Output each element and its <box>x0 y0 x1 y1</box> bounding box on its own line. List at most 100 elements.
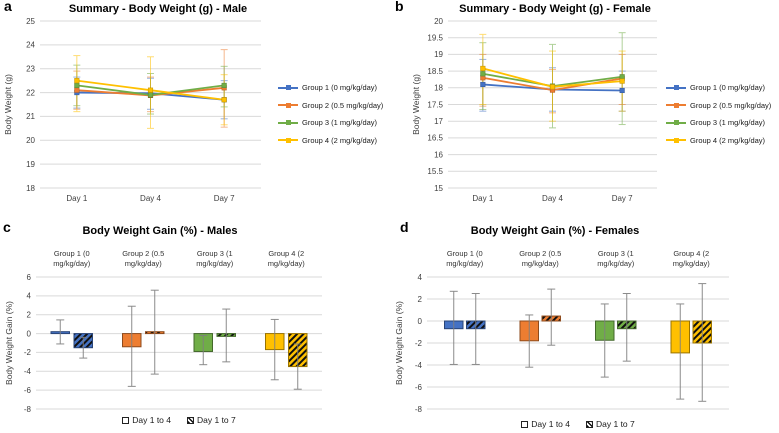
group-label: Group 4 (2 mg/kg/day) <box>672 249 710 268</box>
svg-text:Body Weight (g): Body Weight (g) <box>411 74 421 135</box>
svg-text:15: 15 <box>434 184 443 193</box>
svg-text:6: 6 <box>27 273 32 282</box>
svg-text:2: 2 <box>27 311 32 320</box>
chart-title-d: Body Weight Gain (%) - Females <box>470 225 640 237</box>
svg-text:23: 23 <box>26 65 35 74</box>
legend-label: Group 1 (0 mg/kg/day) <box>690 83 766 93</box>
panel-d: d Body Weight Gain (%) - Females 4 2 0 -2 -4… <box>389 216 779 433</box>
line-chart-female: 20 19.5 19 18.5 18 17.5 17 16.5 16 15.5 15 Body Wei… <box>411 17 657 203</box>
svg-text:-8: -8 <box>415 405 423 414</box>
svg-text:Day 4: Day 4 <box>542 194 563 203</box>
bar-chart-females: 4 2 0 -2 -4 -6 -8 Body Weight Gain (%) <box>394 273 729 414</box>
legend-item: Group 1 (0 mg/kg/day) <box>666 79 771 97</box>
legend-item: Day 1 to 4 <box>521 419 570 429</box>
group-label: Group 1 (0 mg/kg/day) <box>446 249 484 268</box>
legend-label: Group 4 (2 mg/kg/day) <box>302 135 378 145</box>
series-marker-icon <box>666 137 686 143</box>
legend-item: Day 1 to 4 <box>122 415 171 425</box>
svg-text:18: 18 <box>434 84 443 93</box>
panel-c: c Body Weight Gain (%) - Males 6 4 2 0 -2 -4 -… <box>0 216 390 433</box>
bar-chart-males: 6 4 2 0 -2 -4 -6 -8 Body Weight Gain (%) <box>4 273 322 414</box>
svg-text:-6: -6 <box>24 386 32 395</box>
svg-text:Day 1: Day 1 <box>472 194 493 203</box>
legend-item: Group 2 (0.5 mg/kg/day) <box>666 97 771 115</box>
legend-item: Group 4 (2 mg/kg/day) <box>278 132 383 150</box>
svg-text:20: 20 <box>26 136 35 145</box>
legend-item: Group 1 (0 mg/kg/day) <box>278 79 383 97</box>
hatched-square-icon <box>586 420 593 428</box>
svg-text:4: 4 <box>27 292 32 301</box>
legend-b: Group 1 (0 mg/kg/day) Group 2 (0.5 mg/kg… <box>666 79 771 149</box>
open-square-icon <box>122 416 130 424</box>
svg-text:17: 17 <box>434 117 443 126</box>
series-marker-icon <box>278 102 298 108</box>
group-label: Group 3 (1 mg/kg/day) <box>597 249 635 268</box>
svg-text:Day 7: Day 7 <box>214 194 235 203</box>
legend-c: Day 1 to 4 Day 1 to 7 <box>36 415 322 425</box>
svg-text:-2: -2 <box>24 348 32 357</box>
legend-label: Group 3 (1 mg/kg/day) <box>302 118 378 128</box>
legend-label: Group 2 (0.5 mg/kg/day) <box>690 100 772 110</box>
svg-text:22: 22 <box>26 88 35 97</box>
svg-text:25: 25 <box>26 17 35 26</box>
chart-title-c: Body Weight Gain (%) - Males <box>82 225 238 237</box>
group-label: Group 2 (0.5 mg/kg/day) <box>519 249 562 268</box>
svg-text:Body Weight (g): Body Weight (g) <box>3 74 13 135</box>
legend-item: Group 3 (1 mg/kg/day) <box>666 114 771 132</box>
svg-text:-2: -2 <box>415 339 423 348</box>
legend-item: Day 1 to 7 <box>187 415 236 425</box>
svg-text:-4: -4 <box>24 367 32 376</box>
panel-letter-b: b <box>395 0 404 14</box>
series-marker-icon <box>666 102 686 108</box>
chart-title-b: Summary - Body Weight (g) - Female <box>459 3 651 15</box>
svg-text:Day 7: Day 7 <box>612 194 633 203</box>
legend-item: Group 4 (2 mg/kg/day) <box>666 132 771 150</box>
svg-text:-8: -8 <box>24 405 32 414</box>
panel-letter-a: a <box>4 0 12 14</box>
group-label: Group 1 (0 mg/kg/day) <box>53 249 91 268</box>
group-label: Group 4 (2 mg/kg/day) <box>267 249 305 268</box>
svg-text:21: 21 <box>26 112 35 121</box>
series-marker-icon <box>278 120 298 126</box>
legend-label: Group 4 (2 mg/kg/day) <box>690 135 766 145</box>
line-chart-male: 25 24 23 22 21 20 19 18 Body Weight (g) Day 1 Day … <box>3 17 261 203</box>
svg-text:16: 16 <box>434 150 443 159</box>
svg-text:-6: -6 <box>415 383 423 392</box>
svg-text:2: 2 <box>418 295 423 304</box>
legend-label: Day 1 to 4 <box>132 415 171 425</box>
svg-text:18.5: 18.5 <box>427 67 443 76</box>
svg-text:Body Weight Gain (%): Body Weight Gain (%) <box>4 301 14 385</box>
panel-b: b Summary - Body Weight (g) - Female 20 1… <box>389 0 779 216</box>
svg-text:4: 4 <box>418 273 423 282</box>
chart-title-a: Summary - Body Weight (g) - Male <box>68 3 248 15</box>
legend-item: Group 3 (1 mg/kg/day) <box>278 114 383 132</box>
series-marker-icon <box>666 85 686 91</box>
series-marker-icon <box>278 137 298 143</box>
group-label: Group 3 (1 mg/kg/day) <box>196 249 234 268</box>
svg-text:Day 4: Day 4 <box>140 194 161 203</box>
legend-label: Group 1 (0 mg/kg/day) <box>302 83 378 93</box>
legend-item: Group 2 (0.5 mg/kg/day) <box>278 97 383 115</box>
legend-label: Day 1 to 4 <box>531 419 570 429</box>
legend-item: Day 1 to 7 <box>586 419 635 429</box>
legend-label: Day 1 to 7 <box>596 419 635 429</box>
legend-a: Group 1 (0 mg/kg/day) Group 2 (0.5 mg/kg… <box>278 79 383 149</box>
svg-text:19: 19 <box>434 50 443 59</box>
svg-text:19: 19 <box>26 160 35 169</box>
panel-letter-c: c <box>3 219 11 235</box>
svg-text:15.5: 15.5 <box>427 167 443 176</box>
svg-text:0: 0 <box>27 329 32 338</box>
legend-label: Day 1 to 7 <box>197 415 236 425</box>
panel-a: a Summary - Body Weight (g) - Male 25 24 2… <box>0 0 390 216</box>
svg-text:19.5: 19.5 <box>427 34 443 43</box>
svg-text:18: 18 <box>26 184 35 193</box>
svg-text:Body Weight Gain (%): Body Weight Gain (%) <box>394 301 404 385</box>
svg-text:-4: -4 <box>415 361 423 370</box>
svg-text:17.5: 17.5 <box>427 100 443 109</box>
series-marker-icon <box>666 120 686 126</box>
open-square-icon <box>521 420 529 428</box>
panel-letter-d: d <box>400 219 409 235</box>
svg-text:16.5: 16.5 <box>427 134 443 143</box>
legend-label: Group 3 (1 mg/kg/day) <box>690 118 766 128</box>
